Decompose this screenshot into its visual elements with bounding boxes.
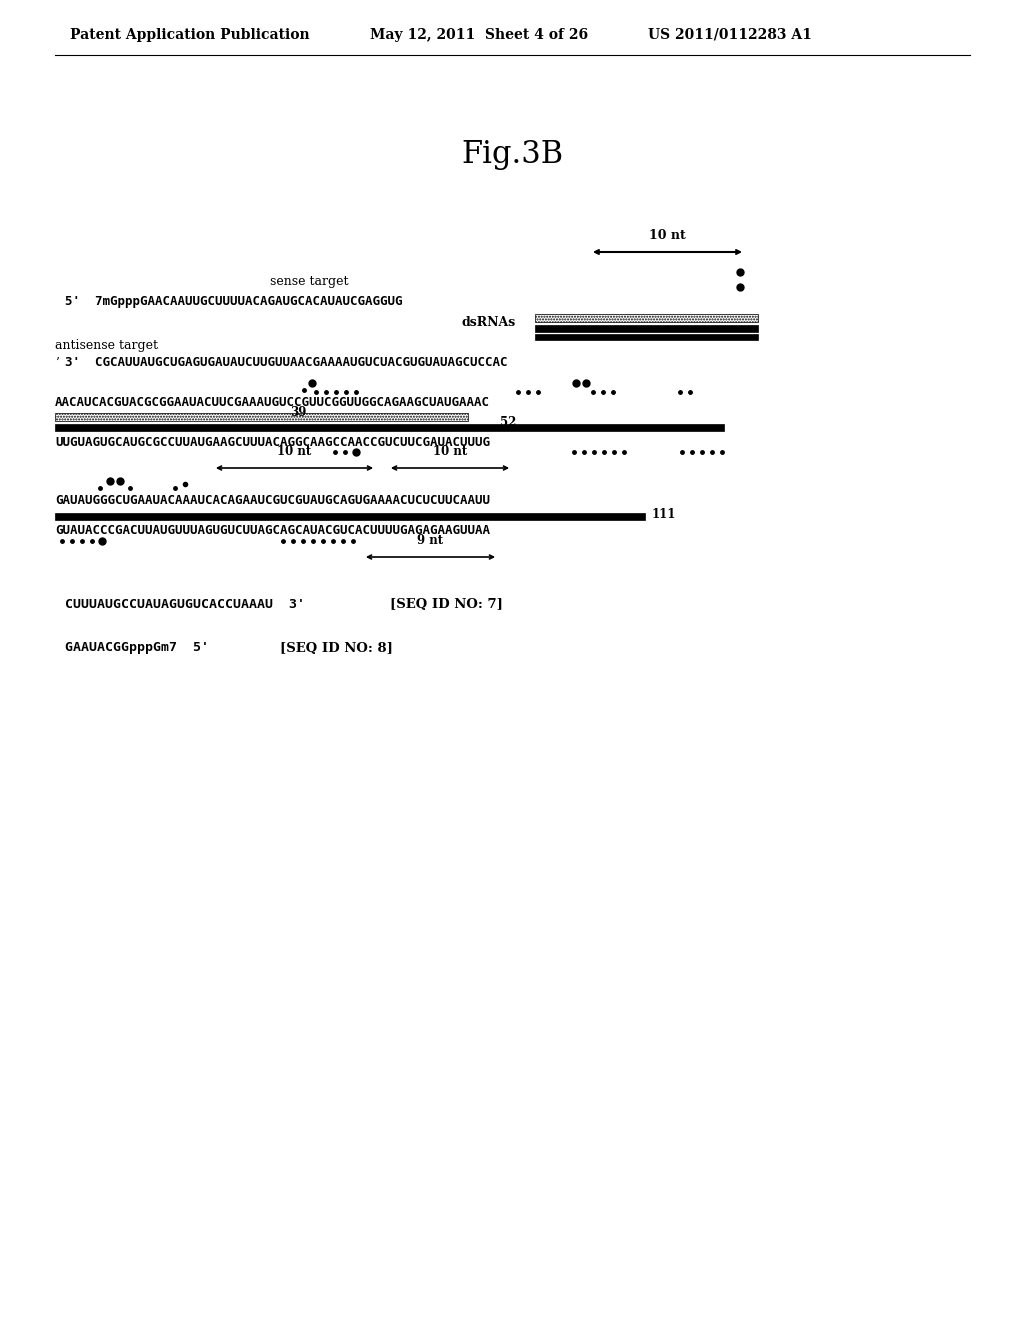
- Text: 52: 52: [500, 417, 516, 429]
- Text: [SEQ ID NO: 8]: [SEQ ID NO: 8]: [280, 642, 393, 655]
- Text: Fig.3B: Fig.3B: [461, 140, 563, 170]
- Text: GAUAUGGGCUGAAUACAAAUCACAGAAUCGUCGUAUGCAGUGAAAACUCUCUUCAAUU: GAUAUGGGCUGAAUACAAAUCACAGAAUCGUCGUAUGCAG…: [55, 494, 490, 507]
- Text: 39: 39: [290, 407, 306, 420]
- Bar: [55, 512, 645, 520]
- Text: Patent Application Publication: Patent Application Publication: [70, 28, 309, 42]
- Text: 10 nt: 10 nt: [278, 445, 311, 458]
- Bar: [535, 325, 758, 331]
- Text: CUUUAUGCCUAUAGUGUCACCUAAAU  3': CUUUAUGCCUAUAGUGUCACCUAAAU 3': [65, 598, 305, 611]
- Text: dsRNAs: dsRNAs: [462, 317, 516, 330]
- Text: May 12, 2011  Sheet 4 of 26: May 12, 2011 Sheet 4 of 26: [370, 28, 588, 42]
- Text: 5'  7mGpppGAACAAUUGCUUUUACAGAUGCACAUAUCGAGGUG: 5' 7mGpppGAACAAUUGCUUUUACAGAUGCACAUAUCGA…: [65, 296, 402, 309]
- Text: 10 nt: 10 nt: [433, 445, 467, 458]
- Text: 111: 111: [652, 507, 677, 520]
- Text: ’: ’: [55, 356, 58, 370]
- Text: 3'  CGCAUUAUGCUGAGUGAUAUCUUGUUAACGAAAAUGUCUACGUGUAUAGCUCCAC: 3' CGCAUUAUGCUGAGUGAUAUCUUGUUAACGAAAAUGU…: [65, 356, 508, 370]
- Text: AACAUCACGUACGCGGAAUACUUCGAAAUGUCCGUUCGGUUGGCAGAAGCUAUGAAAC: AACAUCACGUACGCGGAAUACUUCGAAAUGUCCGUUCGGU…: [55, 396, 490, 408]
- Text: antisense target: antisense target: [55, 338, 158, 351]
- Text: 9 nt: 9 nt: [418, 535, 443, 546]
- Bar: [55, 424, 724, 430]
- Text: UUGUAGUGCAUGCGCCUUAUGAAGCUUUACAGGCAAGCCAACCGUCUUCGAUACUUUG: UUGUAGUGCAUGCGCCUUAUGAAGCUUUACAGGCAAGCCA…: [55, 436, 490, 449]
- Text: sense target: sense target: [270, 276, 348, 289]
- Text: US 2011/0112283 A1: US 2011/0112283 A1: [648, 28, 812, 42]
- Bar: [535, 334, 758, 341]
- Text: GUAUACCCGACUUAUGUUUAGUGUCUUAGCAGCAUACGUCACUUUUGAGAGAAGUUAA: GUAUACCCGACUUAUGUUUAGUGUCUUAGCAGCAUACGUC…: [55, 524, 490, 536]
- Text: [SEQ ID NO: 7]: [SEQ ID NO: 7]: [390, 598, 503, 611]
- Text: GAAUACGGpppGm7  5': GAAUACGGpppGm7 5': [65, 642, 209, 655]
- Bar: [55, 413, 468, 421]
- Bar: [535, 314, 758, 322]
- Text: 10 nt: 10 nt: [649, 228, 686, 242]
